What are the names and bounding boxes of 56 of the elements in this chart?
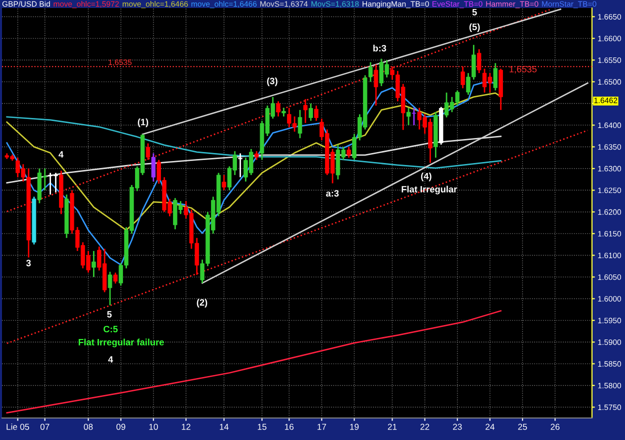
x-tick-label: 15 — [258, 424, 266, 430]
candlestick — [346, 146, 351, 158]
candlestick — [222, 174, 226, 191]
annotation: 5 — [107, 311, 112, 318]
line-series — [6, 136, 502, 184]
candlestick — [238, 152, 242, 178]
candlestick — [368, 62, 373, 82]
x-tick-label: Lie 05 — [6, 424, 30, 430]
candlestick — [151, 152, 156, 182]
candlestick — [146, 142, 150, 161]
annotation: 5 — [472, 8, 477, 16]
candlestick — [314, 104, 318, 122]
annotation: 3 — [26, 260, 31, 266]
candlestick — [374, 64, 378, 106]
x-tick-label: 22 — [420, 424, 430, 430]
x-tick-label: 16 — [285, 424, 294, 430]
x-tick-label: 10 — [149, 424, 158, 430]
candlestick — [460, 66, 465, 89]
x-tick-label: 25 — [518, 424, 527, 430]
candlestick — [412, 107, 416, 126]
candlestick — [493, 62, 498, 92]
annotation: Flat Irregular — [402, 186, 458, 194]
line-series — [6, 116, 502, 169]
x-tick-label: 21 — [388, 424, 397, 430]
x-tick-label: 07 — [40, 424, 50, 430]
candlestick — [303, 98, 308, 124]
annotation: b:3 — [373, 44, 386, 52]
x-tick-label: 09 — [116, 424, 126, 430]
annotation: (1) — [138, 118, 148, 128]
x-tick-label: 19 — [350, 424, 359, 430]
annotation: 4 — [108, 356, 114, 363]
annotation: 1,6535 — [510, 66, 537, 74]
candlestick — [308, 102, 313, 122]
annotation: (2) — [196, 298, 208, 308]
candlestick — [108, 271, 112, 306]
x-tick-label: 08 — [84, 424, 93, 430]
line-series — [6, 310, 502, 414]
candlestick — [406, 107, 411, 126]
x-tick-label: 17 — [318, 424, 326, 430]
candlestick — [92, 250, 96, 278]
annotation: (3) — [267, 78, 278, 86]
annotation: C:5 — [104, 326, 118, 332]
x-tick-label: 23 — [453, 424, 462, 430]
candlestick — [113, 272, 118, 284]
annotation: (4) — [421, 172, 432, 182]
annotation: a:3 — [326, 190, 339, 197]
annotation: 4 — [58, 151, 64, 158]
candlestick — [276, 100, 280, 118]
annotation: Flat Irregular failure — [78, 338, 164, 348]
x-tick-label: 26 — [550, 424, 560, 430]
x-tick-label: 14 — [220, 424, 229, 430]
x-tick-label: 24 — [486, 424, 494, 430]
candlestick — [476, 48, 482, 74]
candlestick — [298, 109, 302, 139]
x-tick-label: 12 — [182, 424, 190, 430]
annotation: (5) — [469, 23, 480, 32]
